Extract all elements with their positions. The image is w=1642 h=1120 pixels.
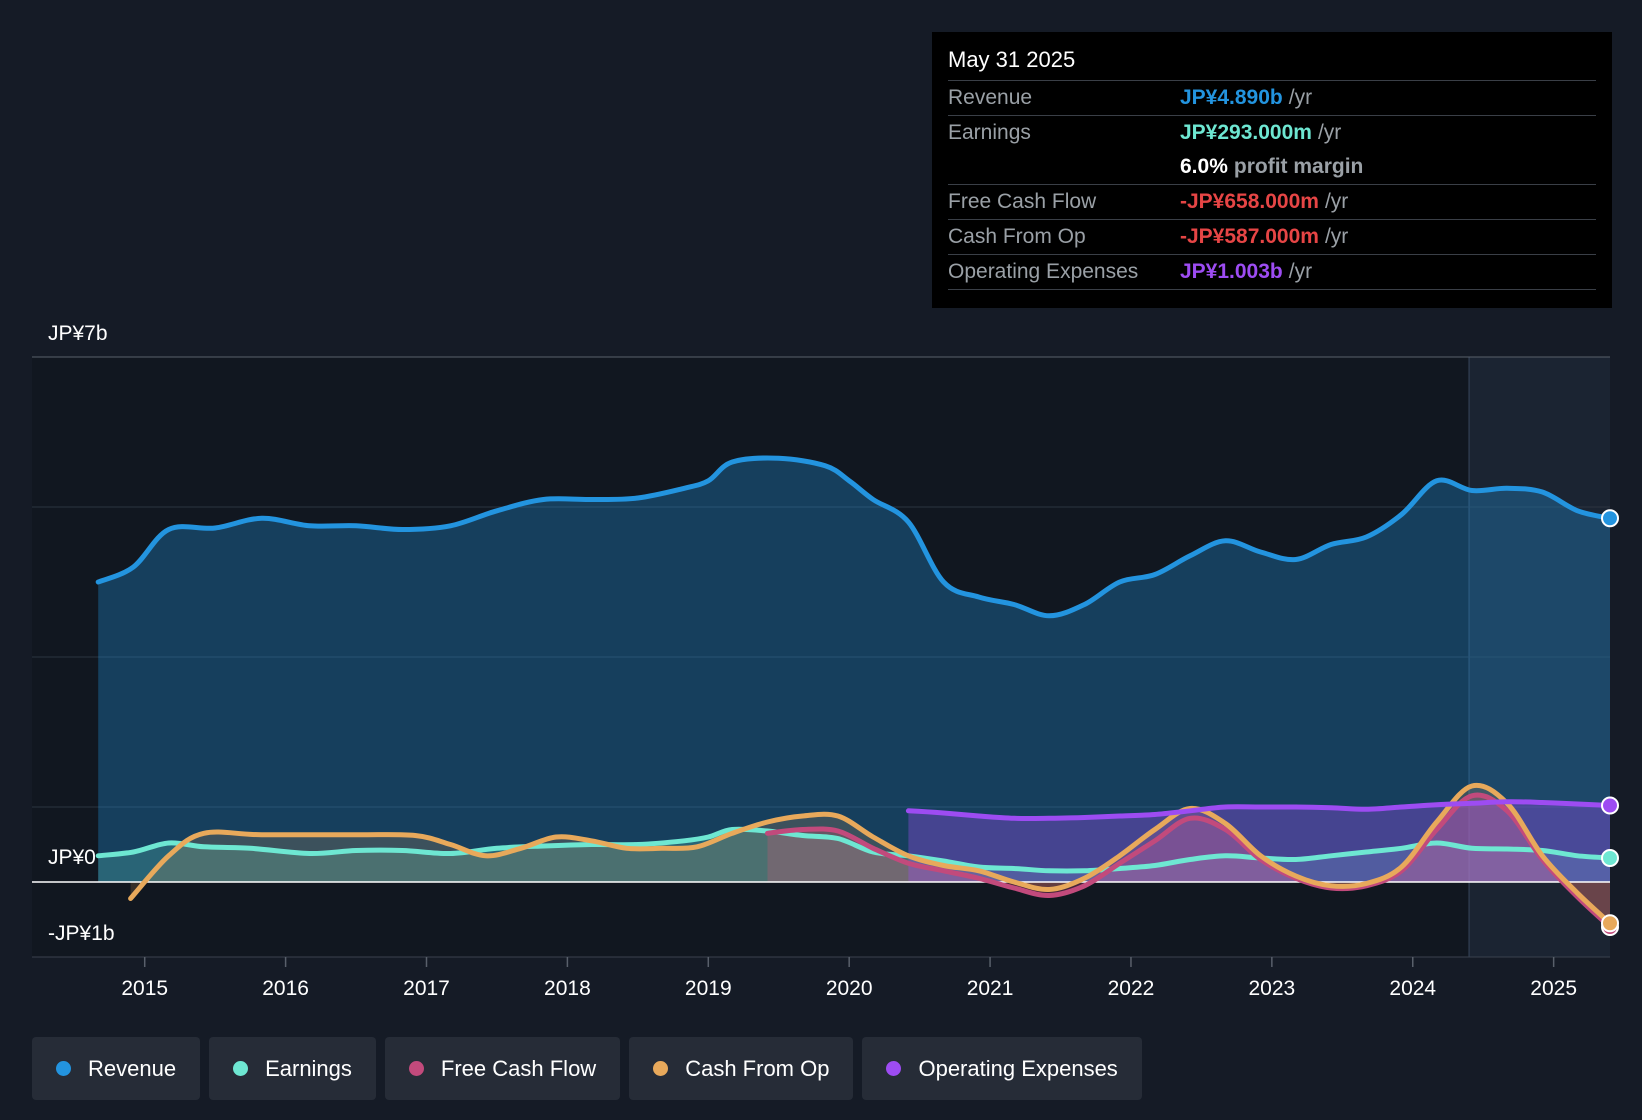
tooltip-unit: profit margin: [1233, 155, 1364, 178]
x-tick-label: 2025: [1530, 977, 1577, 1000]
x-tick-label: 2023: [1248, 977, 1295, 1000]
y-tick-label-bottom: -JP¥1b: [48, 922, 115, 945]
tooltip-value: JP¥1.003b: [1180, 260, 1283, 283]
end-dot-cash-from-op: [1601, 914, 1619, 933]
tooltip-row-profit-margin: 6.0% profit margin: [948, 150, 1596, 185]
tooltip-value: -JP¥587.000m: [1180, 225, 1319, 248]
legend-item-operating-expenses[interactable]: Operating Expenses: [862, 1037, 1142, 1100]
area-revenue: [98, 458, 1611, 882]
tooltip-label: Cash From Op: [948, 225, 1086, 248]
end-dot-earnings: [1601, 849, 1619, 867]
legend-dot-icon: [233, 1061, 249, 1076]
line-free-cash-flow: [765, 792, 1613, 930]
x-tick-label: 2024: [1389, 977, 1436, 1000]
tooltip-unit: /yr: [1288, 260, 1313, 283]
tooltip-value: -JP¥658.000m: [1180, 190, 1319, 213]
x-tick-label: 2018: [544, 977, 591, 1000]
tooltip-row-free-cash-flow: Free Cash Flow -JP¥658.000m /yr: [948, 185, 1596, 220]
tooltip-label: Free Cash Flow: [948, 190, 1097, 213]
tooltip-unit: /yr: [1324, 225, 1349, 248]
axes: JP¥7b JP¥0 -JP¥1b: [48, 322, 115, 945]
tooltip-label: Earnings: [948, 121, 1031, 144]
tooltip-unit: /yr: [1317, 121, 1342, 144]
legend-label: Free Cash Flow: [440, 1055, 597, 1081]
area-earnings: [98, 829, 1611, 882]
tooltip-value: JP¥293.000m: [1180, 121, 1312, 144]
series-lines: [95, 455, 1613, 930]
tooltip-row-revenue: Revenue JP¥4.890b /yr: [948, 81, 1596, 116]
tooltip-label: Operating Expenses: [948, 260, 1139, 283]
tooltip-row-earnings: Earnings JP¥293.000m /yr: [948, 116, 1596, 150]
y-tick-label-zero: JP¥0: [48, 846, 96, 869]
legend-item-earnings[interactable]: Earnings: [209, 1037, 376, 1100]
legend: Revenue Earnings Free Cash Flow Cash Fro…: [32, 1037, 1142, 1100]
tooltip-date: May 31 2025: [948, 46, 1596, 81]
legend-label: Revenue: [88, 1055, 177, 1081]
x-axis-ticks: 2015 2016 2017 2018 2019 2020 2021 2022 2023 2024…: [121, 957, 1577, 1000]
legend-label: Operating Expenses: [918, 1055, 1118, 1081]
legend-item-free-cash-flow[interactable]: Free Cash Flow: [384, 1037, 621, 1100]
line-operating-expenses: [905, 799, 1613, 821]
legend-label: Earnings: [265, 1055, 352, 1081]
tooltip-unit: /yr: [1288, 86, 1313, 109]
tooltip-label: Revenue: [948, 86, 1033, 109]
line-cash-from-op: [128, 782, 1613, 926]
legend-item-revenue[interactable]: Revenue: [32, 1037, 201, 1100]
tooltip-row-operating-expenses: Operating Expenses JP¥1.003b /yr: [948, 255, 1596, 290]
x-tick-label: 2015: [121, 977, 168, 1000]
legend-label: Cash From Op: [685, 1055, 830, 1081]
x-tick-label: 2020: [826, 977, 873, 1000]
x-tick-label: 2016: [262, 977, 309, 1000]
tooltip-unit: /yr: [1324, 190, 1349, 213]
end-dot-revenue: [1601, 509, 1619, 528]
legend-item-cash-from-op[interactable]: Cash From Op: [629, 1037, 854, 1100]
tooltip-value: JP¥4.890b: [1180, 86, 1283, 109]
y-tick-label-top: JP¥7b: [48, 322, 108, 345]
line-revenue: [95, 455, 1613, 619]
end-dot-operating-expenses: [1601, 796, 1619, 815]
legend-dot-icon: [886, 1061, 902, 1076]
legend-dot-icon: [408, 1061, 424, 1076]
x-tick-label: 2019: [685, 977, 732, 1000]
tooltip-value: 6.0%: [1180, 155, 1228, 178]
legend-dot-icon: [653, 1061, 669, 1076]
tooltip-row-cash-from-op: Cash From Op -JP¥587.000m /yr: [948, 220, 1596, 255]
x-tick-label: 2017: [403, 977, 450, 1000]
x-tick-label: 2022: [1108, 977, 1155, 1000]
tooltip-panel: May 31 2025 Revenue JP¥4.890b /yr Earnin…: [932, 32, 1612, 308]
series-end-dots: [1601, 509, 1619, 936]
x-tick-label: 2021: [967, 977, 1014, 1000]
legend-dot-icon: [56, 1061, 71, 1076]
area-cash-from-op: [130, 785, 1611, 924]
